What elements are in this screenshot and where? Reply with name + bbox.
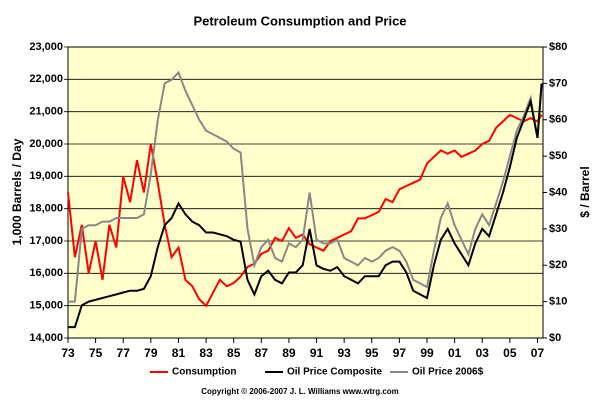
x-tick-label: 95: [365, 346, 379, 360]
y2-tick-label: $20: [549, 259, 567, 271]
legend-label: Oil Price Composite: [287, 367, 382, 378]
y-tick-label: 18,000: [29, 203, 63, 215]
plot-area: [67, 46, 544, 339]
copyright: Copyright © 2006-2007 J. L. Williams www…: [201, 387, 399, 396]
x-tick-label: 79: [144, 346, 158, 360]
x-tick-label: 89: [282, 346, 296, 360]
x-tick-label: 97: [393, 346, 407, 360]
y2-tick-label: $40: [549, 186, 567, 198]
x-tick-label: 07: [531, 346, 545, 360]
y2-tick-label: $10: [549, 296, 567, 308]
y-tick-label: 14,000: [29, 332, 63, 344]
x-tick-label: 73: [61, 346, 75, 360]
y2-tick-label: $50: [549, 150, 567, 162]
legend-label: Oil Price 2006$: [412, 367, 484, 378]
y-tick-label: 17,000: [29, 235, 63, 247]
y2-tick-label: $80: [549, 41, 567, 53]
series-line: [68, 83, 543, 329]
y2-axis-label: $ / Barrel: [578, 166, 592, 217]
y2-tick-label: $0: [549, 332, 561, 344]
x-tick-label: 01: [448, 346, 462, 360]
chart-title: Petroleum Consumption and Price: [193, 13, 406, 28]
x-tick-label: 87: [255, 346, 269, 360]
y2-tick-label: $30: [549, 223, 567, 235]
x-tick-label: 91: [310, 346, 324, 360]
x-tick-label: 77: [117, 346, 131, 360]
y-tick-label: 15,000: [29, 300, 63, 312]
y2-tick-label: $70: [549, 77, 567, 89]
y-tick-label: 20,000: [29, 138, 63, 150]
y-axis-label: 1,000 Barrels / Day: [10, 138, 24, 245]
series-line: [67, 113, 543, 308]
y-tick-label: 16,000: [29, 267, 63, 279]
x-tick-label: 99: [420, 346, 434, 360]
x-tick-label: 85: [227, 346, 241, 360]
x-tick-label: 83: [199, 346, 213, 360]
x-tick-label: 05: [503, 346, 517, 360]
x-tick-label: 03: [476, 346, 490, 360]
y-tick-label: 19,000: [29, 170, 63, 182]
series-line: [68, 70, 543, 303]
x-tick-label: 93: [337, 346, 351, 360]
y-tick-label: 22,000: [29, 73, 63, 85]
y2-tick-label: $60: [549, 114, 567, 126]
x-tick-label: 81: [172, 346, 186, 360]
y-tick-label: 23,000: [29, 41, 63, 53]
y-tick-label: 21,000: [29, 106, 63, 118]
legend-label: Consumption: [172, 367, 236, 378]
x-tick-label: 75: [89, 346, 103, 360]
